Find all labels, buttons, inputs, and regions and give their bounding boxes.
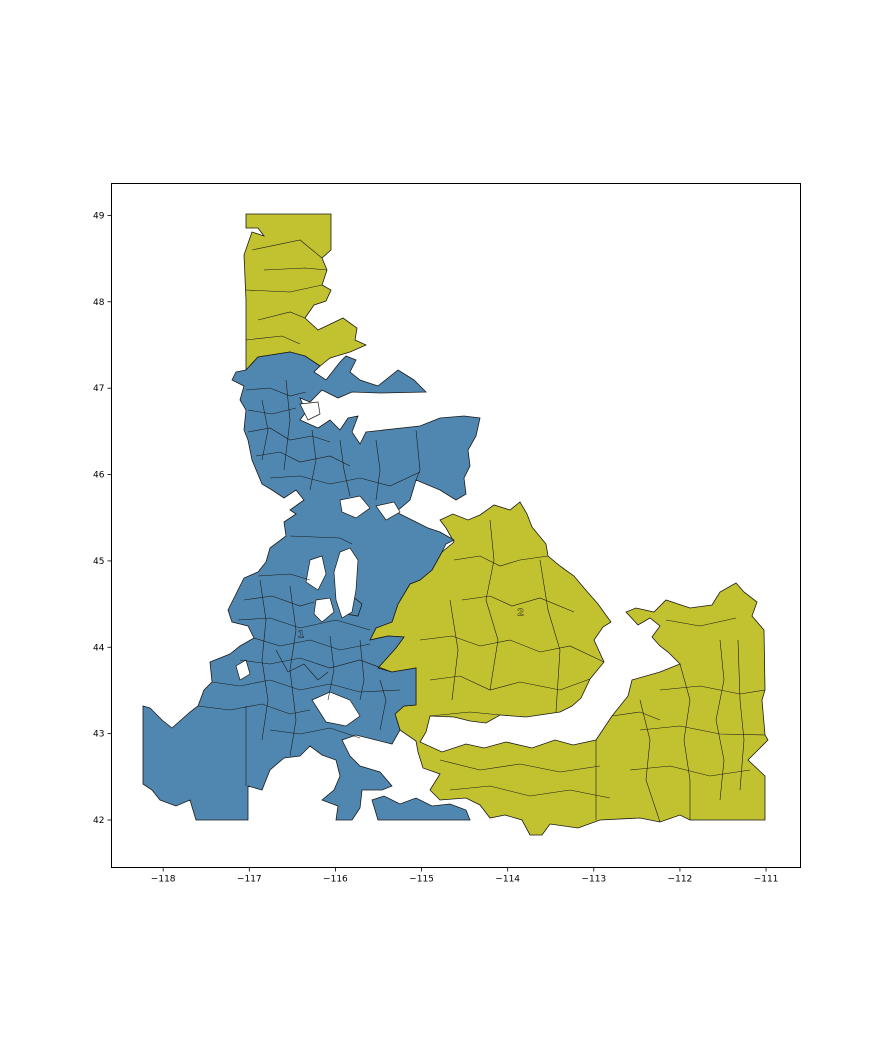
- no-data-hole: [339, 495, 371, 519]
- x-tick-label: −111: [754, 875, 779, 885]
- no-data-hole: [305, 555, 327, 591]
- district-map: 12: [142, 213, 769, 836]
- no-data-hole: [235, 659, 251, 681]
- no-data-hole: [313, 597, 335, 623]
- y-tick-label: 49: [93, 211, 105, 221]
- y-tick-label: 42: [93, 816, 104, 826]
- no-data-hole: [311, 691, 361, 727]
- x-tick-label: −116: [323, 875, 348, 885]
- y-axis: 42 43 44 45 46 47 48 49: [93, 211, 112, 826]
- district-2-region: [243, 213, 769, 836]
- axes-frame: [111, 183, 801, 868]
- x-tick-label: −118: [151, 875, 176, 885]
- x-tick-label: −117: [237, 875, 262, 885]
- district-1-south-fragment: [371, 795, 471, 821]
- district-2-panhandle: [243, 213, 367, 372]
- district-1-region: [142, 351, 481, 821]
- x-tick-label: −112: [668, 875, 693, 885]
- x-axis: −118 −117 −116 −115 −114 −113 −112 −111: [151, 867, 779, 885]
- no-data-hole: [333, 547, 359, 619]
- no-data-hole: [375, 501, 401, 521]
- y-tick-label: 46: [93, 471, 105, 481]
- x-tick-label: −114: [495, 875, 520, 885]
- y-tick-label: 47: [93, 384, 104, 394]
- x-tick-label: −113: [581, 875, 606, 885]
- x-tick-label: −115: [409, 875, 434, 885]
- no-data-hole: [299, 401, 321, 421]
- y-tick-label: 45: [93, 557, 104, 567]
- y-tick-label: 43: [93, 730, 104, 740]
- district-2-label: 2: [517, 608, 524, 619]
- district-1-label: 1: [297, 629, 304, 640]
- y-tick-label: 48: [93, 298, 105, 308]
- y-tick-label: 44: [93, 643, 105, 653]
